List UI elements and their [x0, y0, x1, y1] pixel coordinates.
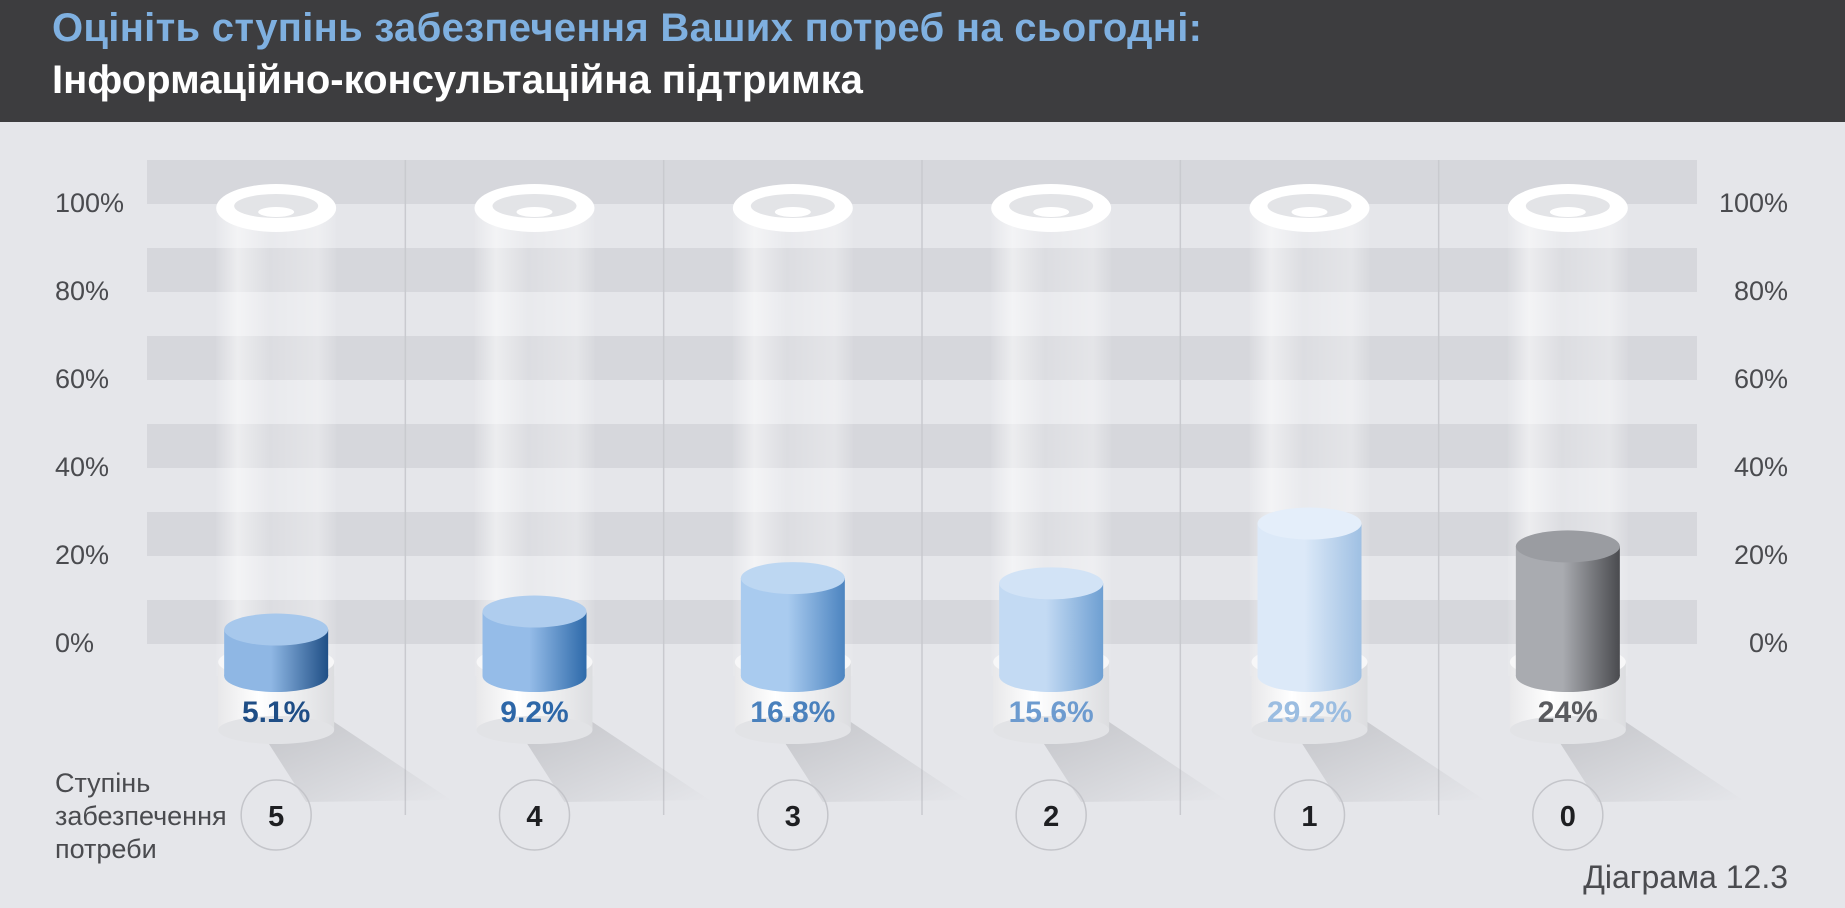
bar-top	[1257, 507, 1362, 540]
column-2: 15.6% 2	[991, 184, 1227, 851]
x-axis-label: Ступінь забезпечення потреби	[55, 768, 227, 864]
column-5: 5.1% 5	[216, 184, 452, 851]
category-circle	[1532, 779, 1604, 851]
column-4: 9.2% 4	[474, 184, 710, 851]
value-label: 9.2%	[500, 696, 568, 729]
x-axis-label-line: потреби	[55, 834, 157, 864]
category-circle	[1015, 779, 1087, 851]
tube-rim-inner	[234, 194, 319, 218]
bar-bottom	[482, 660, 587, 692]
column-1: 29.2% 1	[1249, 184, 1485, 851]
chart-columns: 5.1% 5 9.2% 4 16.8% 3 15.6% 2 29.2% 1 24% 0	[216, 184, 1743, 851]
bar-top	[999, 567, 1104, 600]
tube-rim-inner	[750, 194, 835, 218]
bar-base-bottom	[476, 716, 593, 744]
bar-base-bottom	[993, 716, 1110, 744]
x-axis-label-line: забезпечення	[55, 801, 227, 831]
value-label: 24%	[1538, 696, 1598, 729]
category-circle	[1273, 779, 1346, 851]
glass-tube	[216, 210, 337, 676]
value-label: 15.6%	[1009, 696, 1094, 729]
bar-base-bottom	[734, 716, 851, 744]
value-label: 5.1%	[242, 696, 310, 729]
category-circle	[240, 779, 312, 851]
category-circle	[757, 779, 829, 851]
bar-base-bottom	[218, 716, 335, 744]
y-tick-label: 0%	[55, 628, 94, 658]
y-tick-label: 80%	[55, 276, 109, 306]
bar-base-bottom	[1509, 716, 1626, 744]
bar-bottom	[1515, 660, 1620, 692]
category-label: 0	[1560, 801, 1576, 833]
column-0: 24% 0	[1507, 184, 1743, 851]
y-tick-label: 80%	[1734, 276, 1788, 306]
diagram-caption: Діаграма 12.3	[1583, 859, 1788, 895]
bar-top	[1515, 530, 1620, 563]
tube-rim-inner	[1267, 194, 1352, 218]
y-tick-label: 60%	[1734, 364, 1788, 394]
bar-top	[482, 595, 587, 628]
bar	[1257, 523, 1362, 676]
tube-rim-inner	[1009, 194, 1094, 218]
bar	[740, 578, 845, 676]
tube-rim-inner	[492, 194, 577, 218]
y-tick-label: 100%	[55, 188, 124, 218]
y-tick-label: 60%	[55, 364, 109, 394]
bar-base-bottom	[1251, 716, 1368, 744]
tube-rim-hole	[1291, 207, 1328, 217]
y-axis-left: 0% 20% 40% 60% 80% 100%	[55, 188, 124, 658]
value-label: 29.2%	[1267, 696, 1352, 729]
bar-bottom	[224, 660, 329, 692]
y-tick-label: 0%	[1749, 628, 1788, 658]
category-label: 3	[785, 801, 801, 833]
y-tick-label: 40%	[1734, 452, 1788, 482]
x-axis-label-line: Ступінь	[55, 768, 150, 798]
column-separators	[404, 160, 1440, 815]
y-tick-label: 20%	[1734, 540, 1788, 570]
y-tick-label: 100%	[1719, 188, 1788, 218]
bar-top	[740, 562, 845, 595]
bar	[1515, 546, 1620, 676]
column-3: 16.8% 3	[732, 184, 968, 851]
bar-bottom	[1257, 660, 1362, 692]
tube-rim-hole	[258, 207, 295, 217]
bar-bottom	[999, 660, 1104, 692]
tube-rim-hole	[1033, 207, 1070, 217]
value-label: 16.8%	[750, 696, 835, 729]
chart-subtitle: Інформаційно-консультаційна підтримка	[52, 58, 863, 102]
chart-title: Оцініть ступінь забезпечення Ваших потре…	[52, 6, 1203, 50]
y-axis-right: 0% 20% 40% 60% 80% 100%	[1719, 188, 1788, 658]
header-bar: Оцініть ступінь забезпечення Ваших потре…	[0, 0, 1845, 122]
y-tick-label: 40%	[55, 452, 109, 482]
tube-rim-hole	[774, 207, 811, 217]
category-label: 1	[1301, 801, 1317, 833]
bar-bottom	[740, 660, 845, 692]
category-label: 4	[526, 801, 542, 833]
category-label: 5	[268, 801, 284, 833]
category-label: 2	[1043, 801, 1059, 833]
tube-rim-hole	[516, 207, 553, 217]
category-circle	[498, 779, 571, 851]
tube-rim-inner	[1525, 194, 1610, 218]
y-tick-label: 20%	[55, 540, 109, 570]
tube-rim-hole	[1549, 207, 1586, 217]
bar-top	[224, 613, 329, 646]
